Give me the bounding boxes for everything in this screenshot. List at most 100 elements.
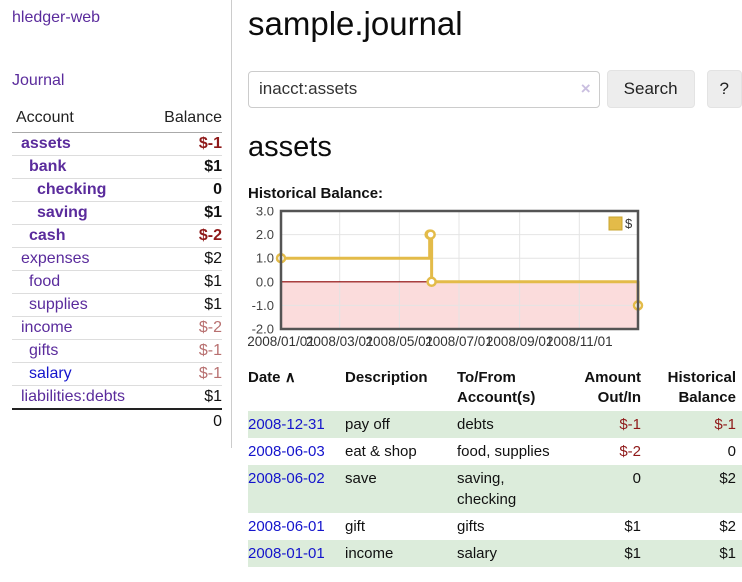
historical-balance-chart: 3.0 2.0 1.0 0.0 -1.0 -2.0 2008/01/01 2008/03/01… — [248, 207, 742, 353]
sidebar-item-journal[interactable]: Journal — [12, 72, 65, 89]
transactions-table: Date ∧ Description To/From Account(s) Am… — [248, 365, 742, 567]
help-button[interactable]: ? — [706, 70, 742, 108]
account-row: income $-2 — [12, 316, 222, 340]
transaction-row: 2008-06-03 eat & shop food, supplies $-2 0 — [248, 438, 742, 465]
transaction-row: 2008-01-01 income salary $1 $1 — [248, 540, 742, 567]
account-balance: $2 — [147, 247, 222, 271]
transaction-balance: 0 — [727, 443, 736, 460]
account-row: salary $-1 — [12, 362, 222, 386]
transaction-balance: $-1 — [714, 416, 736, 433]
account-balance: $1 — [147, 385, 222, 409]
svg-text:2008/07/01: 2008/07/01 — [425, 334, 493, 349]
transaction-amount: $-2 — [619, 443, 641, 460]
account-link[interactable]: assets — [21, 135, 71, 152]
accounts-total-value: 0 — [147, 408, 222, 433]
transaction-date: 2008-06-03 — [248, 438, 345, 465]
account-row: food $1 — [12, 270, 222, 294]
account-link[interactable]: liabilities:debts — [21, 388, 126, 405]
transaction-balance: $1 — [719, 545, 736, 562]
transaction-date: 2008-12-31 — [248, 411, 345, 438]
account-link[interactable]: salary — [29, 365, 72, 382]
account-row: saving $1 — [12, 201, 222, 225]
transaction-accounts: food, supplies — [457, 443, 550, 460]
transaction-row: 2008-12-31 pay off debts $-1 $-1 — [248, 411, 742, 438]
svg-text:2.0: 2.0 — [256, 227, 274, 242]
brand-link[interactable]: hledger-web — [12, 9, 101, 26]
transaction-description: save — [345, 470, 377, 487]
svg-text:-2.0: -2.0 — [252, 322, 274, 337]
transaction-accounts: salary — [457, 545, 498, 562]
transaction-accounts: gifts — [457, 518, 485, 535]
transaction-description: pay off — [345, 416, 390, 433]
transaction-amount: 0 — [632, 470, 641, 487]
account-balance: $1 — [147, 270, 222, 294]
account-balance: $-1 — [147, 339, 222, 363]
svg-text:2008/01/01: 2008/01/01 — [248, 334, 315, 349]
clear-search-icon[interactable]: × — [580, 78, 591, 98]
transaction-date-link[interactable]: 2008-06-03 — [248, 443, 325, 460]
transaction-row: 2008-06-02 save saving, checking 0 $2 — [248, 465, 742, 513]
account-row: bank $1 — [12, 155, 222, 179]
account-link[interactable]: supplies — [29, 296, 88, 313]
account-balance: $-2 — [147, 224, 222, 248]
transaction-description: income — [345, 545, 394, 562]
transaction-date: 2008-01-01 — [248, 540, 345, 567]
account-row: supplies $1 — [12, 293, 222, 317]
account-link[interactable]: bank — [29, 158, 67, 175]
column-header-amount: Amount Out/In — [584, 369, 641, 406]
account-balance: $-1 — [147, 362, 222, 386]
accounts-header-balance: Balance — [147, 107, 222, 133]
account-row: liabilities:debts $1 — [12, 385, 222, 409]
account-link[interactable]: saving — [37, 204, 88, 221]
transaction-amount: $1 — [624, 518, 641, 535]
sort-ascending-icon: ∧ — [284, 369, 296, 386]
page-title: sample.journal — [248, 5, 463, 42]
svg-text:2008/03/01: 2008/03/01 — [306, 334, 374, 349]
search-button[interactable]: Search — [606, 70, 695, 108]
account-balance: $-2 — [147, 316, 222, 340]
account-row: checking 0 — [12, 178, 222, 202]
account-link[interactable]: food — [29, 273, 61, 290]
column-header-date[interactable]: Date ∧ — [248, 369, 296, 386]
accounts-header-account: Account — [12, 107, 148, 133]
svg-text:$: $ — [625, 216, 633, 231]
svg-text:1.0: 1.0 — [256, 251, 274, 266]
account-link[interactable]: cash — [29, 227, 66, 244]
column-header-description: Description — [345, 369, 428, 386]
account-balance: $1 — [147, 155, 222, 179]
transaction-date-link[interactable]: 2008-06-02 — [248, 470, 325, 487]
transaction-date-link[interactable]: 2008-12-31 — [248, 416, 325, 433]
svg-text:3.0: 3.0 — [256, 207, 274, 219]
account-balance: $1 — [147, 293, 222, 317]
accounts-table: Account Balance assets $-1 bank $1 checking 0… — [12, 107, 222, 433]
svg-text:-1.0: -1.0 — [252, 298, 274, 313]
svg-text:2008/11/01: 2008/11/01 — [546, 334, 613, 349]
search-box: × — [248, 70, 600, 108]
transaction-description: eat & shop — [345, 443, 417, 460]
svg-text:2008/09/01: 2008/09/01 — [486, 334, 554, 349]
account-balance: $-1 — [198, 135, 222, 152]
transaction-balance: $2 — [719, 518, 736, 535]
transaction-date: 2008-06-01 — [248, 513, 345, 540]
account-row: cash $-2 — [12, 224, 222, 248]
transaction-date: 2008-06-02 — [248, 465, 345, 513]
transaction-amount: $-1 — [619, 416, 641, 433]
svg-text:0.0: 0.0 — [256, 274, 274, 289]
account-link[interactable]: checking — [37, 181, 107, 198]
account-balance: $1 — [147, 201, 222, 225]
transaction-amount: $1 — [624, 545, 641, 562]
account-row: gifts $-1 — [12, 339, 222, 363]
account-link[interactable]: income — [21, 319, 73, 336]
transaction-accounts: debts — [457, 416, 494, 433]
transaction-description: gift — [345, 518, 366, 535]
sidebar: hledger-web Journal Account Balance asse… — [0, 0, 232, 448]
search-input[interactable] — [248, 70, 600, 108]
account-link[interactable]: gifts — [29, 342, 59, 359]
account-balance: 0 — [147, 178, 222, 202]
svg-text:2008/05/01: 2008/05/01 — [366, 334, 434, 349]
transaction-date-link[interactable]: 2008-06-01 — [248, 518, 325, 535]
account-link[interactable]: expenses — [21, 250, 90, 267]
transaction-date-link[interactable]: 2008-01-01 — [248, 545, 325, 562]
chart-title: Historical Balance: — [248, 185, 384, 202]
column-header-accounts: To/From Account(s) — [457, 369, 536, 406]
